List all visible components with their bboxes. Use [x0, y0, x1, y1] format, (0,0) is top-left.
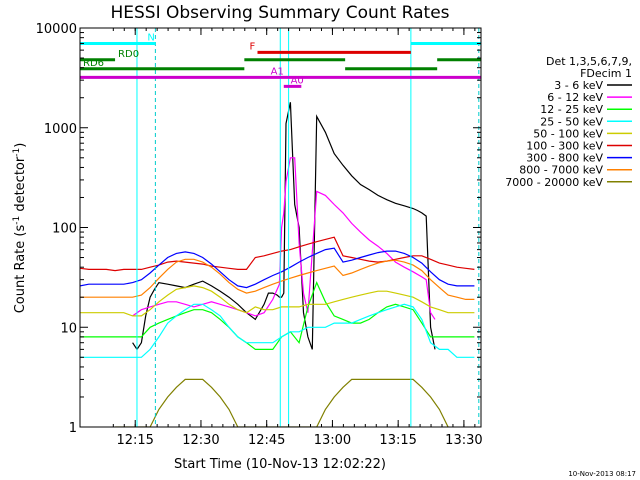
x-axis: 12:15 12:30 12:45 13:00 13:15 13:30 — [112, 28, 483, 448]
series-line-100-300-kev — [80, 236, 475, 272]
flag-label-rd6: RD6 — [83, 58, 104, 69]
x-tick-label: 13:00 — [314, 433, 351, 448]
legend-label: 100 - 300 keV — [526, 140, 603, 153]
legend-label: 6 - 12 keV — [547, 91, 603, 104]
chart-title: HESSI Observing Summary Count Rates — [110, 3, 449, 23]
legend-header: Det 1,3,5,6,7,9, — [546, 55, 632, 68]
legend-header: FDecim 1 — [580, 67, 632, 80]
x-tick-label: 12:15 — [116, 433, 153, 448]
annotation-layer: N F RD0 RD6 A1 A0 — [80, 28, 481, 427]
legend-label: 3 - 6 keV — [554, 79, 603, 92]
series-layer — [80, 102, 475, 427]
x-tick-label: 13:30 — [445, 433, 482, 448]
x-axis-label: Start Time (10-Nov-13 12:02:22) — [174, 457, 386, 472]
series-line-25-50-kev — [80, 303, 475, 358]
y-tick-label: 10 — [60, 321, 77, 336]
x-tick-label: 13:15 — [379, 433, 416, 448]
flag-label-f: F — [249, 41, 255, 52]
flag-label-a1: A1 — [271, 66, 284, 77]
legend-label: 12 - 25 keV — [540, 103, 603, 116]
legend-label: 7000 - 20000 keV — [505, 176, 603, 189]
series-line-7000-20000-kev — [115, 378, 449, 427]
series-line-6-12-kev — [132, 157, 436, 320]
y-tick-label: 1 — [69, 421, 77, 436]
y-tick-label: 10000 — [36, 22, 77, 37]
legend-label: 300 - 800 keV — [526, 152, 603, 165]
series-line-300-800-kev — [80, 247, 475, 289]
x-tick-label: 12:30 — [182, 433, 219, 448]
legend-label: 50 - 100 keV — [533, 127, 603, 140]
x-tick-label: 12:45 — [248, 433, 285, 448]
y-axis-label: Count Rate (s-1 detector-1) — [12, 143, 28, 314]
y-tick-label: 100 — [52, 222, 77, 237]
y-axis: 1 10 100 1000 10000 — [36, 22, 481, 436]
series-line-3-6-kev — [132, 102, 436, 351]
flag-label-rd0: RD0 — [118, 49, 139, 60]
y-tick-label: 1000 — [44, 122, 77, 137]
series-line-800-7000-kev — [80, 258, 475, 300]
legend-label: 800 - 7000 keV — [519, 164, 603, 177]
series-line-50-100-kev — [80, 285, 475, 317]
legend-label: 25 - 50 keV — [540, 115, 603, 128]
series-line-12-25-kev — [80, 281, 475, 350]
flag-label-a0: A0 — [291, 75, 304, 86]
footer-timestamp: 10-Nov-2013 08:17 — [568, 470, 636, 478]
flag-label-n: N — [147, 32, 154, 43]
